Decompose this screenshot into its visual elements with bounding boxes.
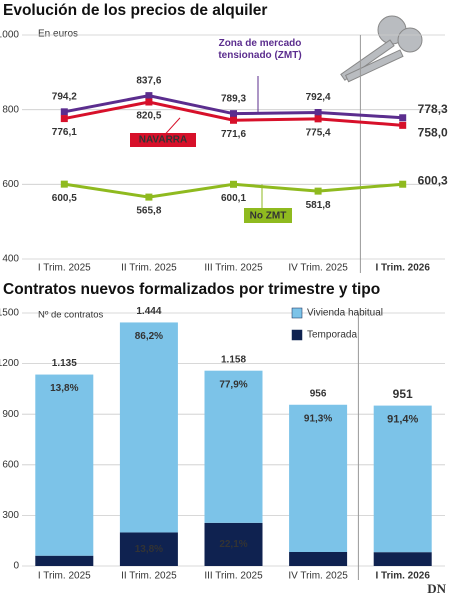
share-label: 91,4%	[387, 414, 418, 426]
marker	[399, 121, 407, 129]
share-label: 22,1%	[219, 539, 247, 550]
bar-segment	[204, 522, 263, 566]
bar-segment	[35, 374, 94, 556]
x-tick-label: I Trim. 2025	[38, 263, 91, 274]
legend-box	[244, 208, 292, 223]
value-label: 837,6	[136, 75, 161, 86]
share-label: 77,9%	[219, 379, 247, 390]
marker	[230, 116, 237, 124]
y-tick-label: 600	[2, 179, 19, 190]
value-label: 581,8	[306, 200, 331, 211]
y-axis-label: Nº de contratos	[38, 310, 104, 321]
y-tick-label: 1200	[0, 358, 19, 369]
value-label: 820,5	[136, 111, 161, 122]
legend-swatch	[291, 307, 303, 319]
marker	[230, 180, 237, 188]
share-label: 91,3%	[304, 413, 332, 424]
value-label: 778,3	[418, 102, 448, 116]
y-tick-label: 400	[2, 254, 19, 265]
subtitle: En euros	[38, 29, 78, 40]
value-label: 565,8	[136, 206, 161, 217]
x-tick-label: II Trim. 2025	[121, 263, 177, 274]
marker	[399, 180, 407, 188]
share-label: 13,8%	[50, 383, 78, 394]
keys-icon	[340, 15, 423, 83]
bar-segment	[289, 552, 348, 566]
y-tick-label: 300	[2, 510, 19, 521]
x-tick-label: IV Trim. 2025	[288, 571, 348, 582]
bar-segment	[119, 322, 178, 533]
legend-label: Temporada	[307, 330, 357, 341]
y-tick-label: 0	[13, 561, 19, 572]
value-label: 771,6	[221, 129, 246, 140]
x-tick-label: IV Trim. 2025	[288, 263, 348, 274]
legend-label: Zona de mercado tensionado (ZMT)	[218, 38, 302, 61]
value-label: 794,2	[52, 91, 77, 102]
total-label: 1.444	[136, 306, 161, 317]
marker	[145, 193, 153, 201]
bar-segment	[119, 532, 178, 566]
value-label: 600,3	[418, 173, 448, 187]
legend-label: No ZMT	[250, 211, 287, 222]
value-label: 600,1	[221, 193, 246, 204]
y-tick-label: 600	[2, 459, 19, 470]
legend-label: Vivienda habitual	[307, 308, 383, 319]
value-label: 792,4	[306, 92, 331, 103]
x-tick-label: III Trim. 2025	[204, 571, 263, 582]
logo: DN	[427, 581, 446, 596]
marker	[60, 180, 68, 188]
marker	[145, 98, 153, 106]
marker	[145, 92, 153, 100]
chart-title: Evolución de los precios de alquiler	[3, 2, 267, 19]
marker	[60, 115, 68, 123]
value-label: 775,4	[306, 127, 331, 138]
bar-segment	[373, 405, 432, 553]
x-tick-label: I Trim. 2026	[375, 571, 430, 582]
total-label: 1.158	[221, 354, 246, 365]
marker	[314, 115, 322, 123]
marker	[60, 108, 68, 116]
y-tick-label: 800	[2, 104, 19, 115]
legend-label: NAVARRA	[139, 135, 188, 146]
value-label: 600,5	[52, 193, 77, 204]
marker	[314, 187, 322, 195]
value-label: 789,3	[221, 93, 246, 104]
x-tick-label: II Trim. 2025	[121, 571, 177, 582]
bar-segment	[35, 555, 94, 566]
bar-segment	[289, 404, 348, 553]
marker	[399, 114, 407, 122]
chart-title: Contratos nuevos formalizados por trimes…	[3, 281, 380, 298]
marker	[230, 110, 237, 118]
x-tick-label: I Trim. 2025	[38, 571, 91, 582]
y-tick-label: 900	[2, 409, 19, 420]
marker	[314, 109, 322, 117]
total-label: 951	[393, 387, 413, 401]
x-tick-label: III Trim. 2025	[204, 263, 263, 274]
y-tick-label: 1.000	[0, 30, 19, 41]
share-label: 13,8%	[135, 544, 163, 555]
value-label: 776,1	[52, 127, 77, 138]
value-label: 758,0	[418, 126, 448, 140]
total-label: 956	[310, 388, 327, 399]
legend-swatch	[291, 329, 303, 341]
bar-segment	[204, 370, 263, 523]
share-label: 86,2%	[135, 331, 163, 342]
bar-segment	[373, 552, 432, 566]
y-tick-label: 1500	[0, 308, 19, 319]
x-tick-label: I Trim. 2026	[375, 263, 430, 274]
total-label: 1.135	[52, 358, 77, 369]
legend-box	[130, 133, 196, 147]
